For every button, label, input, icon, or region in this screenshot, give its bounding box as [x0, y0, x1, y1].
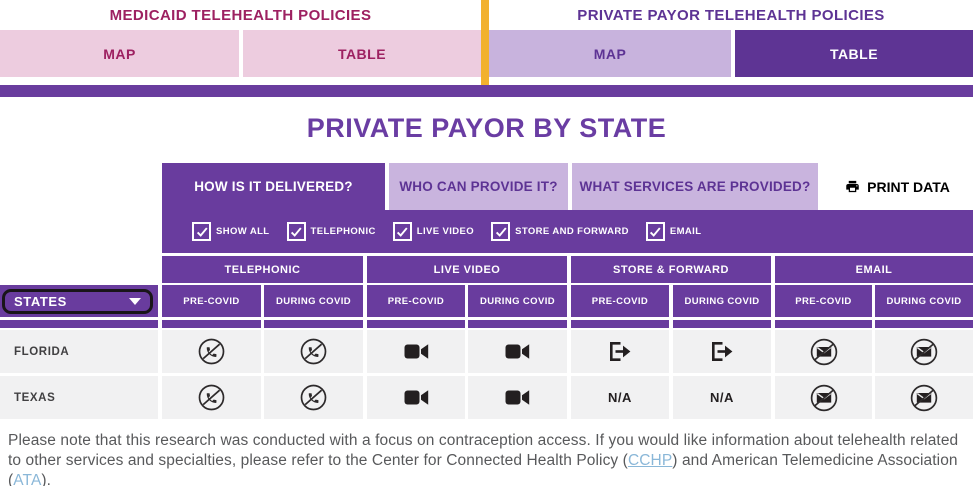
header-strip: [367, 320, 465, 328]
checkbox-checked-icon: [491, 222, 511, 241]
checkbox-checked-icon: [392, 222, 412, 241]
column-header: PRE-COVID: [367, 285, 465, 317]
filter-bar: SHOW ALL TELEPHONIC LIVE VIDEO STORE AND…: [162, 210, 973, 253]
table-cell: N/A: [673, 376, 771, 419]
medicaid-map-tab[interactable]: MAP: [0, 30, 239, 77]
footer-text: ) and American Telemedicine Association …: [8, 452, 958, 486]
phone-slash-icon: [300, 338, 327, 365]
filter-label: STORE AND FORWARD: [515, 226, 629, 237]
table-cell: N/A: [571, 376, 669, 419]
table-cell: [775, 376, 872, 419]
column-header: DURING COVID: [875, 285, 973, 317]
checkbox-checked-icon: [286, 222, 306, 241]
table-cell: [875, 330, 973, 373]
checkbox-checked-icon: [192, 222, 211, 241]
medicaid-section-title: MEDICAID TELEHEALTH POLICIES: [109, 7, 372, 24]
print-data-label: PRINT DATA: [867, 178, 950, 195]
forward-arrow-icon: [710, 341, 734, 362]
group-header-email: EMAIL: [775, 256, 973, 283]
print-data-button[interactable]: PRINT DATA: [822, 163, 973, 210]
private-payor-section-title: PRIVATE PAYOR TELEHEALTH POLICIES: [577, 7, 885, 24]
header-strip: [264, 320, 363, 328]
filter-label: LIVE VIDEO: [416, 226, 475, 237]
tab-what-services-are-provided[interactable]: WHAT SERVICES ARE PROVIDED?: [572, 163, 818, 210]
column-header: PRE-COVID: [775, 285, 872, 317]
footer-note: Please note that this research was condu…: [8, 431, 965, 486]
column-header: PRE-COVID: [162, 285, 261, 317]
header-strip: [162, 320, 261, 328]
cchp-link[interactable]: CCHP: [627, 452, 673, 469]
state-row-label: FLORIDA: [0, 330, 158, 373]
table-cell: [162, 376, 261, 419]
tab-how-is-it-delivered[interactable]: HOW IS IT DELIVERED?: [162, 163, 385, 210]
table-cell: [571, 330, 669, 373]
phone-slash-icon: [300, 384, 327, 411]
state-row-label: TEXAS: [0, 376, 158, 419]
email-slash-icon: [810, 338, 838, 366]
page-title: PRIVATE PAYOR BY STATE: [306, 113, 667, 143]
column-header: DURING COVID: [468, 285, 567, 317]
header-strip: [875, 320, 973, 328]
footer-text: ).: [41, 472, 52, 486]
footer-text: Please note that this research was condu…: [8, 432, 959, 469]
video-camera-icon: [404, 343, 429, 360]
tab-who-can-provide-it[interactable]: WHO CAN PROVIDE IT?: [389, 163, 568, 210]
column-header: PRE-COVID: [571, 285, 669, 317]
column-header: DURING COVID: [673, 285, 771, 317]
table-cell: [162, 330, 261, 373]
filter-checkbox-store-and-forward[interactable]: STORE AND FORWARD: [491, 222, 629, 241]
filter-label: TELEPHONIC: [310, 226, 376, 237]
private-payor-table-tab[interactable]: TABLE: [735, 30, 973, 77]
header-strip: [468, 320, 567, 328]
video-camera-icon: [404, 389, 429, 406]
forward-arrow-icon: [608, 341, 632, 362]
ata-link[interactable]: ATA: [13, 472, 42, 486]
filter-label: SHOW ALL: [216, 226, 270, 237]
states-dropdown-label: STATES: [14, 294, 67, 309]
filter-checkbox-email[interactable]: EMAIL: [645, 222, 702, 241]
group-header-store-forward: STORE & FORWARD: [571, 256, 771, 283]
table-cell: [367, 376, 465, 419]
email-slash-icon: [810, 384, 838, 412]
table-cell: [264, 330, 363, 373]
filter-checkbox-telephonic[interactable]: TELEPHONIC: [286, 222, 376, 241]
table-cell: [367, 330, 465, 373]
checkbox-checked-icon: [645, 222, 665, 241]
table-cell: [673, 330, 771, 373]
video-camera-icon: [505, 389, 530, 406]
filter-checkbox-live-video[interactable]: LIVE VIDEO: [392, 222, 475, 241]
header-strip: [571, 320, 669, 328]
filter-label: EMAIL: [669, 226, 702, 237]
group-header-telephonic: TELEPHONIC: [162, 256, 363, 283]
header-strip: [0, 320, 158, 328]
video-camera-icon: [505, 343, 530, 360]
column-header: DURING COVID: [264, 285, 363, 317]
email-slash-icon: [910, 384, 938, 412]
header-strip: [775, 320, 872, 328]
gold-divider: [481, 0, 489, 85]
phone-slash-icon: [198, 338, 225, 365]
table-cell: [875, 376, 973, 419]
filter-checkbox-show-all[interactable]: SHOW ALL: [192, 222, 270, 241]
table-cell: [264, 376, 363, 419]
printer-icon: [845, 179, 860, 194]
email-slash-icon: [910, 338, 938, 366]
chevron-down-icon: [129, 298, 141, 305]
header-strip: [673, 320, 771, 328]
private-payor-map-tab[interactable]: MAP: [489, 30, 731, 77]
phone-slash-icon: [198, 384, 225, 411]
table-cell: [775, 330, 872, 373]
medicaid-table-tab[interactable]: TABLE: [243, 30, 481, 77]
table-cell: [468, 330, 567, 373]
table-cell: [468, 376, 567, 419]
states-dropdown[interactable]: STATES: [2, 289, 153, 314]
divider-band: [0, 85, 973, 97]
group-header-live-video: LIVE VIDEO: [367, 256, 567, 283]
